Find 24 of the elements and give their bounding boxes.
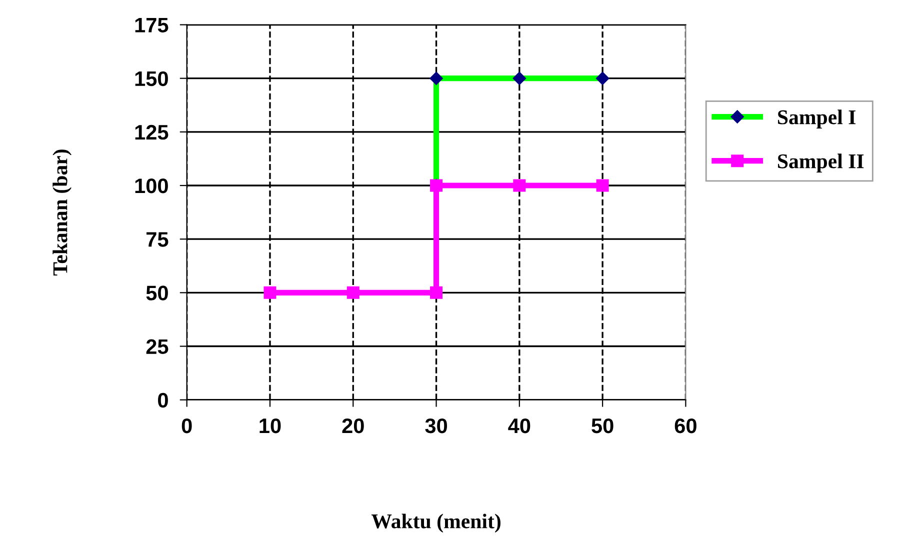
point <box>346 286 360 299</box>
legend-label: Sampel I <box>778 110 856 129</box>
x-tick-label: 60 <box>674 418 696 434</box>
y-tick-label: 25 <box>146 339 168 354</box>
point <box>513 179 526 192</box>
point <box>430 286 443 299</box>
point <box>264 286 276 299</box>
x-axis-title: Waktu (menit) <box>371 514 500 533</box>
y-tick-label: 125 <box>135 124 168 140</box>
y-tick-label: 75 <box>146 232 168 247</box>
y-tick-label: 150 <box>135 71 168 86</box>
y-axis-title: Tekanan (bar) <box>52 150 72 276</box>
x-tick-label: 30 <box>425 418 447 434</box>
x-tick-label: 50 <box>592 418 614 434</box>
y-tick-label: 175 <box>135 18 168 33</box>
x-tick-label: 10 <box>260 418 281 434</box>
x-tick-label: 40 <box>508 418 530 434</box>
legend-label: Sampel II <box>778 154 864 173</box>
point <box>596 179 609 192</box>
y-tick-label: 0 <box>158 392 168 408</box>
y-tick-label: 50 <box>146 286 168 300</box>
x-tick-label: 0 <box>182 418 192 434</box>
y-tick-label: 100 <box>135 178 168 194</box>
x-tick-label: 20 <box>342 418 364 434</box>
